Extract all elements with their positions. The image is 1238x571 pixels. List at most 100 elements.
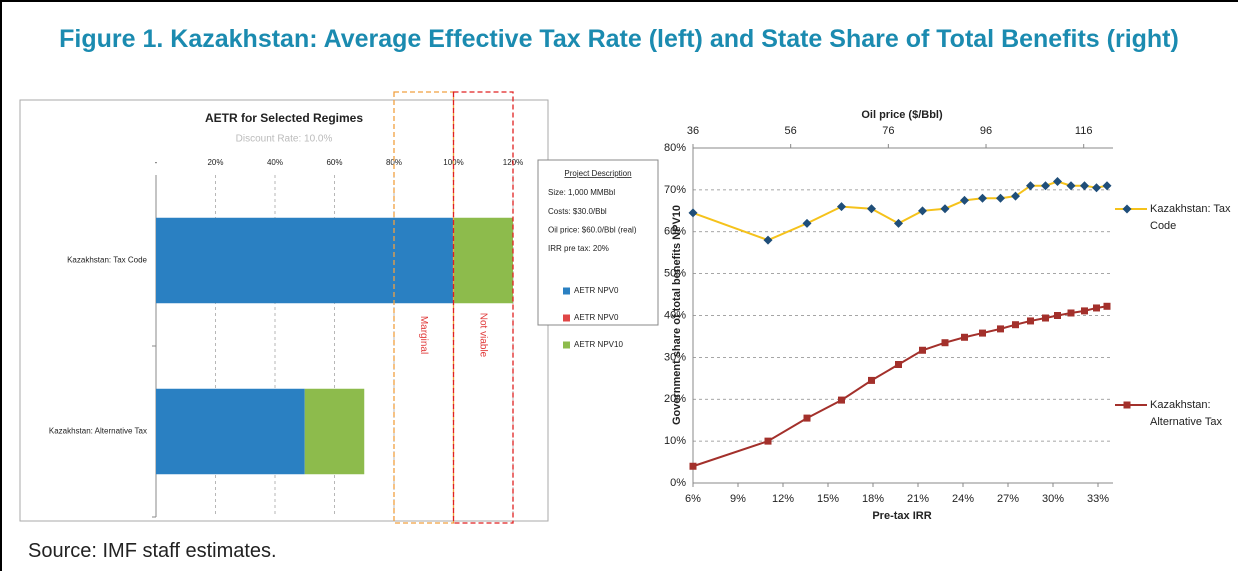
marker	[1081, 307, 1088, 315]
y-tick-label: 30%	[664, 351, 686, 363]
y-tick-label: 80%	[664, 142, 686, 154]
y-tick-label: 40%	[664, 309, 686, 321]
annotation-box	[537, 159, 659, 326]
marker	[940, 204, 950, 214]
series-line	[692, 305, 1108, 468]
marker	[1012, 321, 1019, 329]
x-tick-label: 18%	[862, 493, 884, 505]
marker	[960, 195, 969, 205]
marker	[979, 329, 986, 337]
annotation-line: IRR pre tax: 20%	[548, 244, 609, 253]
x-tick-label: 40%	[267, 158, 283, 167]
legend-label: Kazakhstan: Tax Code	[1150, 203, 1231, 232]
marker	[1080, 181, 1089, 191]
marker	[919, 346, 926, 354]
marker	[1067, 309, 1075, 317]
marker	[1093, 304, 1100, 312]
x-tick-label: 33%	[1087, 493, 1109, 505]
marker	[1054, 312, 1061, 319]
zone-label: Not viable	[478, 313, 489, 358]
chart-title: AETR for Selected Regimes	[205, 111, 363, 125]
x2-tick-label: 56	[785, 125, 797, 137]
marker	[1092, 183, 1101, 193]
figure-title: Figure 1. Kazakhstan: Average Effective …	[59, 25, 1179, 53]
series-line	[692, 180, 1108, 242]
marker	[837, 202, 846, 212]
bar-segment	[156, 388, 305, 475]
x-tick-label: 30%	[1042, 493, 1064, 505]
legend-label: AETR NPV0	[574, 313, 619, 322]
legend-label: AETR NPV10	[574, 340, 623, 349]
marker	[996, 193, 1005, 203]
marker	[1102, 181, 1112, 191]
chart-subtitle: Discount Rate: 10.0%	[236, 134, 333, 145]
y-tick-label: 0%	[670, 477, 686, 489]
marker	[997, 325, 1004, 333]
marker	[764, 437, 772, 445]
y-tick-label: Kazakhstan: Alternative Tax	[49, 427, 147, 436]
annotation-title: Project Description	[564, 169, 631, 178]
x-tick-label: 9%	[730, 493, 746, 505]
marker	[838, 396, 845, 404]
legend-marker	[1123, 401, 1131, 409]
legend-label: Kazakhstan: Alternative Tax	[1150, 399, 1222, 428]
marker	[1011, 191, 1020, 201]
marker	[895, 360, 902, 368]
y-tick-label: 10%	[664, 435, 686, 447]
y-tick-label: 50%	[664, 268, 686, 280]
x2-tick-label: 116	[1075, 125, 1093, 137]
marker	[894, 218, 903, 228]
x-tick-label: 6%	[685, 493, 701, 505]
annotation-line: Size: 1,000 MMBbl	[548, 188, 615, 197]
y-tick-label: 20%	[664, 393, 686, 405]
y-axis-label: Government share of total benefits NPV10	[671, 205, 683, 425]
marker	[918, 206, 927, 216]
x-tick-label: 80%	[386, 158, 402, 167]
x-tick-label: 12%	[772, 493, 794, 505]
x-tick-label: 20%	[207, 158, 223, 167]
marker	[1042, 314, 1049, 322]
bar-segment	[304, 388, 365, 475]
legend-label: AETR NPV0	[574, 286, 619, 295]
y-tick-label: 70%	[664, 184, 686, 196]
marker	[1027, 317, 1034, 325]
marker	[1041, 181, 1050, 191]
x2-tick-label: 96	[980, 125, 992, 137]
marker	[867, 204, 876, 214]
x2-tick-label: 76	[882, 125, 894, 137]
zone-box	[452, 91, 514, 524]
x2-tick-label: 36	[687, 125, 699, 137]
marker	[802, 218, 812, 228]
x-tick-label: 27%	[997, 493, 1019, 505]
source-note: Source: IMF staff estimates.	[28, 540, 277, 562]
marker	[941, 339, 949, 347]
marker	[961, 333, 968, 341]
legend-marker	[1122, 204, 1132, 214]
marker	[1066, 181, 1076, 191]
marker	[868, 376, 875, 384]
x-tick-label: 21%	[907, 493, 929, 505]
marker	[763, 235, 773, 245]
marker	[1053, 177, 1062, 186]
bar-segment	[453, 217, 513, 304]
marker	[689, 462, 697, 470]
zone-label: Marginal	[418, 316, 429, 354]
legend-swatch	[563, 314, 570, 322]
marker	[803, 414, 811, 422]
marker	[978, 193, 987, 203]
x-tick-label: 60%	[326, 158, 342, 167]
marker	[1026, 181, 1035, 191]
zone-box	[393, 91, 455, 524]
legend-swatch	[563, 287, 570, 295]
marker	[1103, 302, 1111, 310]
y-tick-label: Kazakhstan: Tax Code	[67, 256, 147, 265]
x-tick-label: 15%	[817, 493, 839, 505]
x2-axis-label: Oil price ($/Bbl)	[861, 109, 943, 121]
x-tick-label: 24%	[952, 493, 974, 505]
marker	[688, 208, 698, 218]
legend-swatch	[563, 341, 570, 349]
annotation-line: Costs: $30.0/Bbl	[548, 207, 607, 216]
bar-segment	[156, 217, 454, 304]
